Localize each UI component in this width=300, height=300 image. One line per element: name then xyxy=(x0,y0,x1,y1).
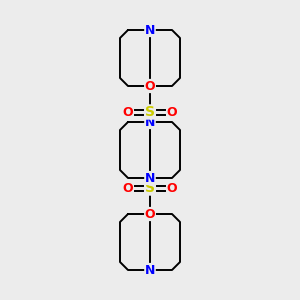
Text: N: N xyxy=(145,263,155,277)
Text: O: O xyxy=(123,182,133,194)
Text: N: N xyxy=(145,116,155,128)
Text: S: S xyxy=(145,181,155,195)
Text: O: O xyxy=(145,208,155,220)
Text: N: N xyxy=(145,23,155,37)
Text: O: O xyxy=(123,106,133,118)
Text: S: S xyxy=(145,105,155,119)
Text: O: O xyxy=(167,182,177,194)
Text: O: O xyxy=(167,106,177,118)
Text: O: O xyxy=(145,80,155,92)
Text: N: N xyxy=(145,172,155,184)
